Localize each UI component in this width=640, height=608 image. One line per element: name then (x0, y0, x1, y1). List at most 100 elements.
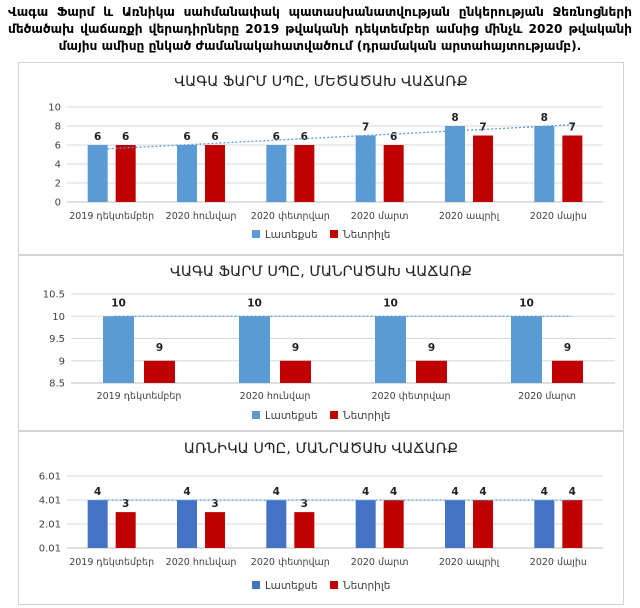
data-label: 4 (183, 486, 190, 498)
legend-swatch (252, 411, 260, 419)
bar-nitrile (552, 360, 583, 383)
y-tick-label: 6.01 (39, 472, 61, 483)
data-label: 4 (390, 486, 397, 498)
chart-panel-retail-arnika: ԱՌՆԻԿԱ ՍՊԸ, ՄԱՆՐԱԾԱԽ ՎԱՃԱՌՔ 0.01 2.01 4.01… (18, 431, 624, 605)
bar-nitrile (294, 512, 315, 548)
data-label: 9 (292, 342, 299, 354)
legend-label: Լատեքսե (265, 410, 318, 422)
data-label: 9 (564, 342, 571, 354)
y-tick-label: 9 (59, 356, 65, 367)
bar-latex (87, 500, 108, 548)
data-label: 6 (122, 131, 129, 143)
bar-latex (177, 145, 197, 202)
bar-nitrile (416, 360, 447, 383)
data-label: 4 (541, 486, 548, 498)
x-tick-label: 2020 փետրվար (371, 391, 450, 402)
data-label: 6 (183, 131, 190, 143)
data-label: 10 (247, 297, 262, 309)
y-tick-label: 0.01 (39, 544, 61, 555)
legend-label: Նետրիլե (343, 410, 390, 422)
page-caption: Վագա Ֆարմ և Առնիկա սահմանափակ պատասխանատ… (8, 5, 632, 53)
data-label: 3 (211, 498, 218, 510)
data-label: 9 (428, 342, 435, 354)
x-tick-label: 2020 մարտ (351, 211, 409, 222)
data-label: 7 (569, 122, 576, 134)
bar-latex (266, 500, 287, 548)
data-label: 7 (362, 122, 369, 134)
bar-latex (87, 145, 108, 202)
bar-nitrile (280, 360, 311, 383)
chart-title: ՎԱԳԱ ՖԱՐՄ ՍՊԸ, ՄԵԾԱԾԱԽ ՎԱՃԱՌՔ (174, 74, 468, 90)
y-tick-label: 9.5 (49, 334, 65, 345)
bar-latex (534, 126, 555, 202)
data-label: 10 (519, 297, 534, 309)
data-label: 4 (479, 486, 486, 498)
x-tick-label: 2019 դեկտեմբեր (69, 557, 154, 568)
data-label: 4 (362, 486, 369, 498)
data-label: 10 (383, 297, 398, 309)
chart-title: ՎԱԳԱ ՖԱՐՄ ՍՊԸ, ՄԱՆՐԱԾԱԽ ՎԱՃԱՌՔ (169, 264, 473, 280)
bar-nitrile (205, 145, 225, 202)
y-tick-label: 8 (55, 122, 61, 133)
bar-latex (103, 316, 134, 383)
y-tick-label: 10 (52, 312, 65, 323)
y-tick-label: 10.5 (43, 290, 65, 301)
x-tick-label: 2020 փետրվար (251, 557, 330, 568)
bar-nitrile (383, 145, 404, 202)
bar-chart-svg: 8.5 9 9.5 10 10.5 10 9 2019 դեկտեմբեր 10 9 2020 հո… (43, 290, 615, 422)
x-tick-label: 2019 դեկտեմբեր (69, 211, 154, 222)
y-tick-label: 10 (48, 103, 61, 114)
x-tick-label: 2020 մարտ (351, 557, 409, 568)
data-label: 8 (451, 112, 458, 124)
data-label: 10 (111, 297, 126, 309)
data-label: 3 (122, 498, 129, 510)
bar-latex (445, 500, 465, 548)
chart-title: ԱՌՆԻԿԱ ՍՊԸ, ՄԱՆՐԱԾԱԽ ՎԱՃԱՌՔ (183, 441, 459, 457)
legend-swatch (252, 581, 260, 589)
x-tick-label: 2020 ապրիլ (439, 211, 500, 222)
y-tick-label: 6 (55, 141, 61, 152)
legend-label: Նետրիլե (343, 229, 390, 241)
x-tick-label: 2020 մայիս (530, 211, 587, 222)
bar-latex (445, 126, 465, 202)
legend-label: Նետրիլե (343, 580, 390, 592)
y-tick-label: 2 (55, 179, 61, 190)
legend-label: Լատեքսե (265, 229, 318, 241)
x-tick-label: 2020 մայիս (530, 557, 587, 568)
legend-swatch (252, 230, 260, 238)
x-tick-label: 2019 դեկտեմբեր (97, 391, 182, 402)
x-tick-label: 2020 մարտ (518, 391, 576, 402)
bar-latex (355, 500, 376, 548)
bar-nitrile (294, 145, 315, 202)
chart-panel-wholesale-vaga: ՎԱԳԱ ՖԱՐՄ ՍՊԸ, ՄԵԾԱԾԱԽ ՎԱՃԱՌՔ 0 2 4 6 8 10 6 6 2… (18, 62, 624, 255)
y-tick-label: 4 (55, 160, 61, 171)
bar-nitrile (205, 512, 225, 548)
legend-label: Լատեքսե (265, 580, 318, 592)
bar-chart-svg: 0.01 2.01 4.01 6.01 4 3 2019 դեկտեմբեր 4 3 2020 հ… (39, 472, 603, 592)
bar-nitrile (383, 500, 404, 548)
data-label: 4 (273, 486, 280, 498)
bar-latex (266, 145, 287, 202)
x-tick-label: 2020 հունվար (240, 391, 311, 402)
y-tick-label: 4.01 (39, 496, 61, 507)
data-label: 6 (301, 131, 308, 143)
data-label: 6 (94, 131, 101, 143)
bar-latex (355, 135, 376, 202)
trendline (95, 124, 575, 151)
data-label: 4 (451, 486, 458, 498)
bar-latex (177, 500, 197, 548)
data-label: 6 (273, 131, 280, 143)
bar-nitrile (562, 500, 583, 548)
x-tick-label: 2020 հունվար (166, 211, 237, 222)
bar-nitrile (473, 135, 493, 202)
data-label: 9 (156, 342, 163, 354)
chart-panel-retail-vaga: ՎԱԳԱ ՖԱՐՄ ՍՊԸ, ՄԱՆՐԱԾԱԽ ՎԱՃԱՌՔ 8.5 9 9.5 10… (18, 255, 624, 431)
data-label: 7 (479, 122, 486, 134)
x-tick-label: 2020 փետրվար (251, 211, 330, 222)
data-label: 6 (390, 131, 397, 143)
legend-swatch (330, 411, 338, 419)
y-tick-label: 2.01 (39, 520, 61, 531)
bar-latex (534, 500, 555, 548)
bar-latex (239, 316, 270, 383)
data-label: 4 (569, 486, 576, 498)
